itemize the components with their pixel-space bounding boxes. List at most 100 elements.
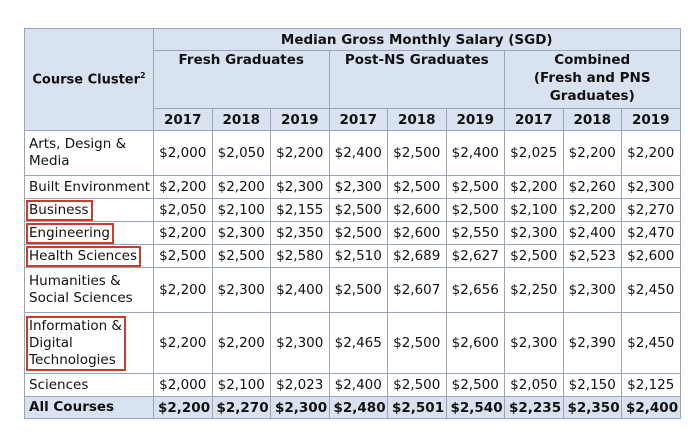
- salary-cell: $2,250: [504, 267, 564, 313]
- salary-cell: $2,600: [445, 312, 505, 374]
- salary-cell: $2,200: [562, 198, 622, 222]
- course-label: Built Environment: [29, 179, 150, 196]
- total-salary-cell: $2,400: [621, 396, 681, 419]
- group-header-line: Post-NS Graduates: [344, 52, 489, 68]
- footnote-marker: 2: [140, 71, 146, 81]
- salary-cell: $2,100: [504, 198, 564, 222]
- year-header-cell: 2019: [270, 108, 330, 131]
- salary-cell: $2,200: [621, 130, 681, 176]
- salary-cell: $2,600: [387, 221, 447, 245]
- salary-cell: $2,500: [153, 244, 213, 268]
- salary-cell: $2,500: [504, 244, 564, 268]
- salary-cell: $2,500: [445, 198, 505, 222]
- salary-cell: $2,500: [387, 175, 447, 199]
- salary-cell: $2,300: [328, 175, 388, 199]
- course-label: Sciences: [29, 377, 88, 394]
- year-header-cell: 2019: [445, 108, 505, 131]
- course-label-line: Information &: [29, 317, 122, 334]
- salary-cell: $2,470: [621, 221, 681, 245]
- group-header-fresh: Fresh Graduates: [153, 50, 330, 109]
- salary-cell: $2,270: [621, 198, 681, 222]
- salary-cell: $2,050: [504, 373, 564, 397]
- year-header-cell: 2017: [153, 108, 213, 131]
- salary-cell: $2,125: [621, 373, 681, 397]
- total-label: All Courses: [24, 396, 154, 419]
- course-cluster-header: Course Cluster2: [24, 28, 154, 131]
- table-row: Built Environment $2,200 $2,200 $2,300 $2,30…: [24, 175, 681, 199]
- salary-cell: $2,500: [387, 373, 447, 397]
- salary-cell: $2,200: [153, 267, 213, 313]
- total-row: All Courses $2,200 $2,270 $2,300 $2,480 $2,50…: [24, 396, 681, 419]
- salary-cell: $2,300: [504, 221, 564, 245]
- salary-cell: $2,200: [211, 312, 271, 374]
- footer-strip: [0, 428, 692, 444]
- salary-cell: $2,300: [270, 312, 330, 374]
- table-body: Arts, Design & Media $2,000 $2,050 $2,200 $2,…: [24, 130, 681, 419]
- highlight-box: Engineering: [26, 222, 114, 244]
- salary-cell: $2,150: [562, 373, 622, 397]
- salary-cell: $2,000: [153, 130, 213, 176]
- salary-table-container: Course Cluster2 Median Gross Monthly Sal…: [24, 28, 681, 419]
- salary-cell: $2,607: [387, 267, 447, 313]
- total-salary-cell: $2,480: [328, 396, 388, 419]
- year-header-cell: 2017: [328, 108, 388, 131]
- salary-cell: $2,390: [562, 312, 622, 374]
- salary-cell: $2,050: [153, 198, 213, 222]
- total-salary-cell: $2,540: [445, 396, 505, 419]
- salary-cell: $2,500: [387, 312, 447, 374]
- salary-cell: $2,200: [153, 221, 213, 245]
- salary-cell: $2,300: [270, 175, 330, 199]
- salary-cell: $2,300: [211, 221, 271, 245]
- course-label-line: Technologies: [29, 351, 116, 368]
- total-salary-cell: $2,300: [270, 396, 330, 419]
- course-cell: Built Environment: [24, 175, 154, 199]
- total-salary-cell: $2,200: [153, 396, 213, 419]
- salary-cell: $2,600: [621, 244, 681, 268]
- salary-cell: $2,400: [328, 130, 388, 176]
- year-header-cell: 2018: [387, 108, 447, 131]
- table-row: Arts, Design & Media $2,000 $2,050 $2,200 $2,…: [24, 130, 681, 176]
- salary-cell: $2,200: [153, 175, 213, 199]
- salary-cell: $2,000: [153, 373, 213, 397]
- salary-cell: $2,465: [328, 312, 388, 374]
- salary-cell: $2,400: [328, 373, 388, 397]
- table-row: Sciences $2,000 $2,100 $2,023 $2,400 $2,500 $2…: [24, 373, 681, 397]
- salary-cell: $2,260: [562, 175, 622, 199]
- course-cell: Engineering: [24, 221, 154, 245]
- course-cell: Business: [24, 198, 154, 222]
- salary-cell: $2,023: [270, 373, 330, 397]
- salary-cell: $2,300: [211, 267, 271, 313]
- group-header-combined: Combined (Fresh and PNS Graduates): [504, 50, 681, 109]
- course-label-line: Business: [29, 201, 89, 218]
- table-row: Humanities & Social Sciences $2,200 $2,300 $…: [24, 267, 681, 313]
- salary-cell: $2,100: [211, 373, 271, 397]
- salary-table: Course Cluster2 Median Gross Monthly Sal…: [24, 28, 681, 419]
- salary-cell: $2,600: [387, 198, 447, 222]
- course-label-line: Digital: [29, 334, 73, 351]
- salary-cell: $2,500: [445, 373, 505, 397]
- salary-cell: $2,050: [211, 130, 271, 176]
- salary-cell: $2,200: [504, 175, 564, 199]
- year-header-cell: 2018: [562, 108, 622, 131]
- course-cell: Humanities & Social Sciences: [24, 267, 154, 313]
- salary-cell: $2,523: [562, 244, 622, 268]
- course-label-line: Media: [29, 153, 70, 169]
- year-header-row: 2017 2018 2019 2017 2018 2019 2017 2018 2019: [25, 108, 681, 131]
- course-label-line: Health Sciences: [29, 247, 137, 264]
- course-label-line: Sciences: [29, 376, 89, 393]
- course-label-line: Social Sciences: [29, 290, 133, 306]
- salary-cell: $2,450: [621, 312, 681, 374]
- salary-cell: $2,155: [270, 198, 330, 222]
- year-header-cell: 2019: [621, 108, 681, 131]
- group-header-line: Graduates): [549, 88, 635, 104]
- salary-cell: $2,400: [270, 267, 330, 313]
- course-cell: Sciences: [24, 373, 154, 397]
- total-salary-cell: $2,350: [562, 396, 622, 419]
- salary-title-header: Median Gross Monthly Salary (SGD): [153, 28, 681, 51]
- group-header-post-ns: Post-NS Graduates: [328, 50, 505, 109]
- salary-cell: $2,500: [328, 198, 388, 222]
- total-salary-cell: $2,501: [387, 396, 447, 419]
- salary-cell: $2,656: [445, 267, 505, 313]
- salary-cell: $2,500: [328, 221, 388, 245]
- salary-cell: $2,500: [328, 267, 388, 313]
